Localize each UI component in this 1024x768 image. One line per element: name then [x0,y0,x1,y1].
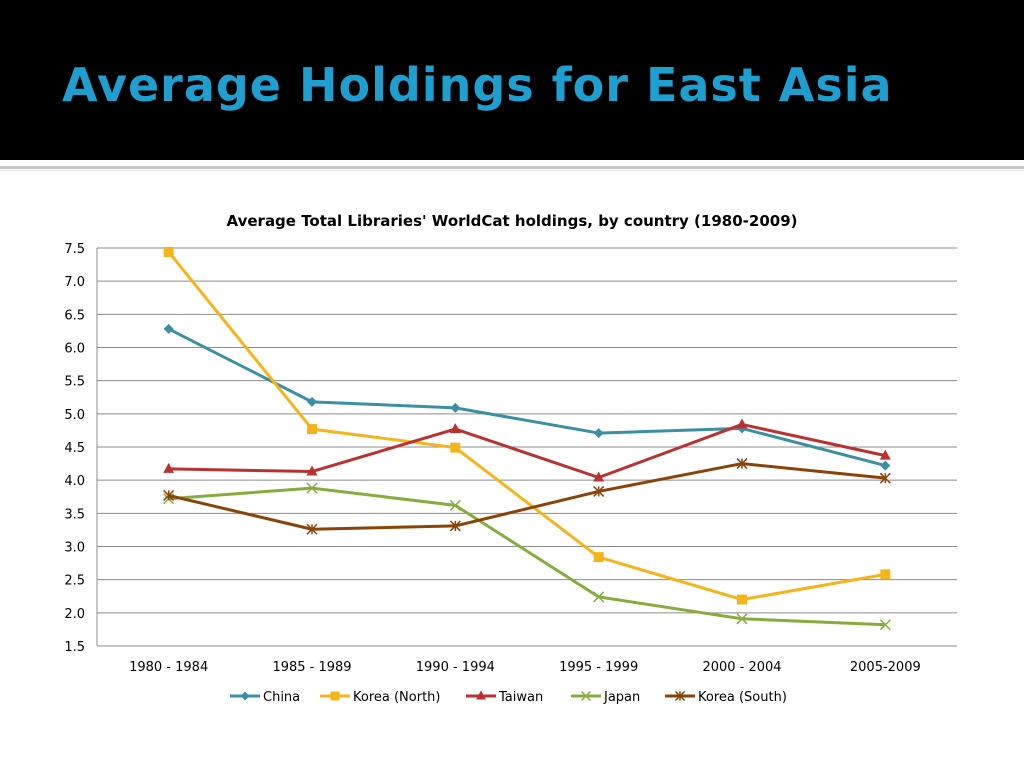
legend-marker [476,690,486,700]
data-point-taiwan [593,471,605,482]
legend-label: Taiwan [498,690,543,705]
data-point-korea-south [879,472,891,484]
y-tick-label: 3.5 [64,507,85,522]
y-tick-label: 4.0 [64,474,85,489]
series-line-korea-south [168,462,886,531]
data-point-china [593,428,604,439]
data-point-japan [879,619,891,631]
marker-stroke [593,591,605,603]
header-divider-light [0,170,1024,171]
y-tick-label: 1.5 [64,640,85,655]
x-tick-label: 2000 - 2004 [702,660,781,675]
x-tick-label: 1995 - 1999 [559,660,638,675]
slide-title: Average Holdings for East Asia [62,58,893,112]
data-point-china [307,396,317,407]
y-tick-label: 3.0 [64,541,85,556]
series-line-korea-north [167,251,886,602]
data-point-china [880,460,891,471]
marker-stroke [879,619,891,631]
data-point-china [450,402,461,413]
data-point-korea-north [450,442,461,453]
x-tick-label: 1990 - 1994 [416,660,495,675]
legend-label: Japan [603,690,640,705]
series-line-china [167,327,886,468]
data-point-japan [306,482,318,494]
y-tick-label: 2.5 [64,574,85,589]
data-point-japan [449,499,461,511]
legend-marker [330,691,340,701]
legend-item-japan: Japan [571,690,640,705]
data-point-japan [736,613,748,625]
marker-stroke [580,690,592,702]
y-tick-label: 6.5 [64,308,85,323]
slide-header: Average Holdings for East Asia [0,0,1024,160]
y-tick-label: 6.0 [64,342,85,357]
data-point-japan [593,591,605,603]
data-point-korea-north [880,569,891,580]
legend: China Korea (North) Taiwan Japan Korea (Sout… [230,690,787,705]
y-tick-label: 5.5 [64,375,85,390]
marker-stroke [736,613,748,625]
data-point-korea-north [737,594,747,605]
x-tick-label: 1980 - 1984 [129,660,208,675]
series-line-japan [168,486,886,627]
y-tick-label: 2.0 [64,607,85,622]
legend-marker [674,690,686,702]
x-axis: 1980 - 1984 1985 - 1989 1990 - 1994 1995 - … [129,660,921,675]
data-point-taiwan [879,449,891,460]
data-point-taiwan [449,423,461,434]
chart-title: Average Total Libraries' WorldCat holdin… [227,212,798,230]
series-line-taiwan [168,422,886,480]
y-tick-label: 4.5 [64,441,85,456]
y-axis: 1.5 2.0 2.5 3.0 3.5 4.0 4.5 5.0 5.5 6.0 6.5 7.0 7.5 [64,242,98,655]
plot-area [163,246,891,631]
header-divider [0,160,1024,164]
y-tick-label: 7.0 [64,275,85,290]
data-point-taiwan [163,462,175,473]
legend-marker [240,691,250,701]
data-point-korea-south [449,520,461,532]
legend-item-korea-north: Korea (North) [320,690,441,705]
data-point-korea-south [306,523,318,535]
data-point-taiwan [306,465,318,476]
gridlines [97,247,957,647]
data-point-korea-south [736,458,748,470]
data-point-korea-south [163,489,175,501]
legend-marker [580,690,592,702]
legend-item-china: China [230,690,300,705]
data-point-korea-north [163,246,174,257]
legend-label: China [263,690,300,705]
x-tick-label: 2005-2009 [850,660,921,675]
data-point-taiwan [736,418,748,429]
data-point-china [163,323,174,334]
data-point-korea-south [593,485,605,497]
marker-stroke [449,499,461,511]
y-tick-label: 7.5 [64,242,85,257]
marker-stroke [306,482,318,494]
line-chart: Average Total Libraries' WorldCat holdin… [64,212,957,705]
legend-label: Korea (South) [698,690,787,705]
header-divider-grey [0,166,1024,169]
legend-item-taiwan: Taiwan [466,690,543,705]
data-point-korea-north [307,424,317,435]
data-point-korea-north [593,552,604,563]
legend-item-korea-south: Korea (South) [665,690,787,705]
x-tick-label: 1985 - 1989 [272,660,351,675]
legend-label: Korea (North) [353,690,441,705]
y-tick-label: 5.0 [64,408,85,423]
